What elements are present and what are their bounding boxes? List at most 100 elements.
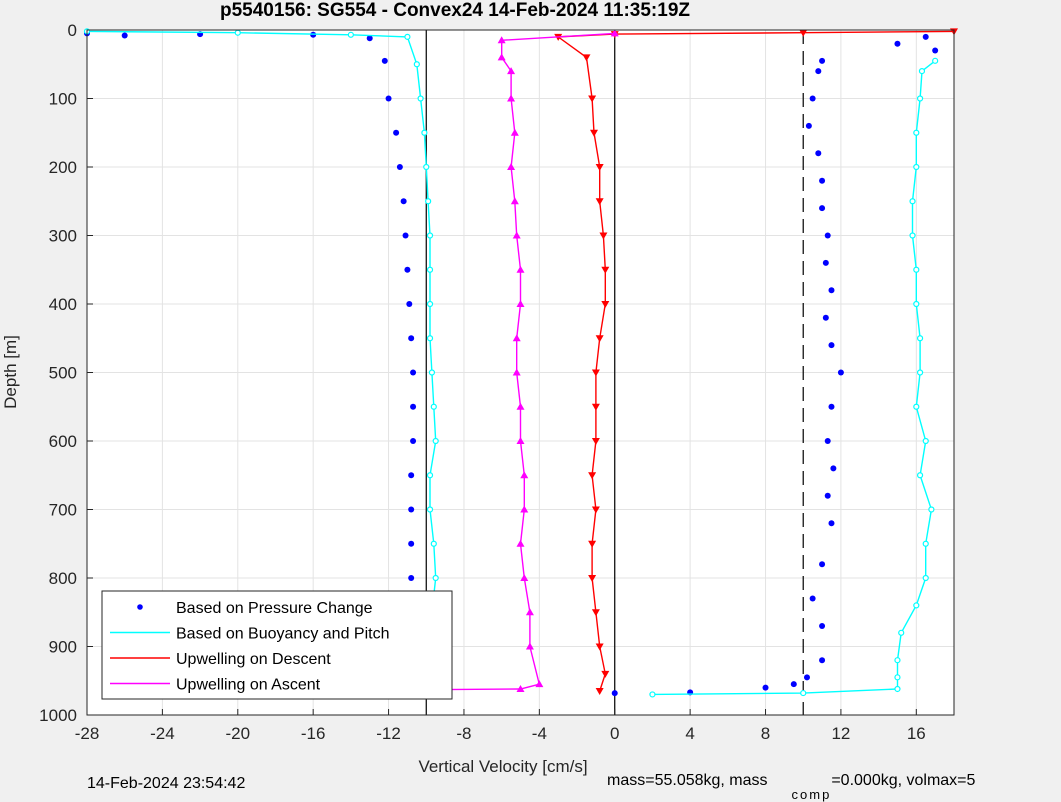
x-tick-label: 8 [761, 724, 770, 743]
data-point [824, 232, 831, 239]
data-point [516, 300, 525, 307]
data-point [649, 691, 656, 698]
data-point [819, 177, 826, 184]
data-point [400, 198, 407, 205]
data-point [516, 437, 525, 444]
data-point [425, 198, 432, 205]
data-point [408, 335, 415, 342]
legend-box [101, 590, 453, 700]
data-point [916, 335, 924, 342]
data-point [432, 574, 439, 582]
data-point [535, 680, 544, 688]
x-tick-label: -24 [150, 724, 175, 743]
data-point [591, 369, 600, 377]
data-point [799, 29, 808, 37]
x-tick-label: -4 [532, 724, 547, 743]
data-point [819, 561, 826, 568]
data-point [410, 403, 417, 410]
data-point [347, 31, 354, 38]
data-point [512, 334, 521, 342]
data-point [595, 335, 604, 343]
data-point [426, 266, 434, 273]
data-point [809, 95, 816, 102]
data-point [402, 232, 409, 239]
data-point [922, 574, 929, 582]
x-tick-label: 12 [831, 724, 850, 743]
data-point [819, 57, 826, 64]
data-point [828, 520, 835, 527]
data-point [507, 163, 516, 170]
data-point [828, 342, 835, 349]
data-point [525, 642, 534, 650]
x-tick-label: -8 [456, 724, 471, 743]
data-point [824, 492, 831, 499]
series-line [426, 32, 615, 691]
data-point [396, 164, 403, 170]
data-point [426, 335, 434, 342]
data-point [894, 40, 901, 47]
y-tick-label: 400 [49, 295, 77, 314]
data-point [932, 57, 939, 64]
data-point [421, 129, 428, 136]
data-point [385, 95, 392, 102]
data-point [828, 403, 835, 410]
data-point [828, 287, 835, 294]
x-tick-label: -28 [75, 724, 100, 743]
data-point [894, 657, 901, 664]
series-group [554, 28, 958, 696]
data-point [922, 437, 929, 445]
data-point [610, 29, 619, 37]
data-point [822, 259, 829, 266]
data-point [432, 437, 439, 445]
data-point [932, 47, 939, 54]
data-point [520, 505, 529, 513]
data-point [366, 35, 373, 42]
series-group [611, 33, 939, 697]
data-point [121, 32, 128, 39]
y-tick-label: 800 [49, 569, 77, 588]
data-point [601, 266, 610, 274]
data-point [406, 301, 413, 307]
data-point [822, 314, 829, 321]
data-point [408, 575, 415, 581]
data-point [507, 67, 516, 75]
legend-label: Upwelling on Ascent [176, 677, 321, 694]
data-point [611, 690, 618, 697]
legend-marker [137, 604, 143, 610]
data-point [815, 150, 822, 157]
footer-mass: mass=55.058kg, mass comp=0.000kg, volmax=… [607, 772, 975, 802]
legend-label: Upwelling on Descent [176, 651, 331, 668]
data-point [819, 657, 826, 664]
data-point [894, 674, 901, 681]
y-tick-label: 500 [49, 364, 77, 383]
data-point [595, 164, 604, 171]
series-line [556, 30, 955, 692]
x-tick-label: 4 [685, 724, 694, 743]
data-point [423, 163, 430, 171]
legend: Based on Pressure Change Based on Buoyanc… [101, 590, 453, 700]
data-point [404, 33, 411, 40]
data-point [894, 685, 901, 693]
data-point [497, 36, 506, 44]
x-tick-label: -12 [376, 724, 401, 743]
data-point [595, 198, 604, 206]
data-point [381, 57, 388, 64]
series-layer [83, 28, 958, 698]
data-point [837, 369, 844, 376]
y-tick-label: 1000 [39, 706, 77, 725]
data-point [588, 95, 597, 103]
footer-mass-comp-text: =0.000kg, volmax=5 [831, 772, 976, 789]
data-point [588, 472, 597, 480]
data-point [815, 68, 822, 75]
data-point [913, 403, 920, 410]
data-point [510, 128, 519, 136]
series-group [649, 57, 939, 698]
data-point [582, 54, 591, 62]
x-tick-label: 16 [907, 724, 926, 743]
data-point [913, 300, 920, 308]
data-point [595, 643, 604, 651]
data-point [426, 472, 434, 479]
x-tick-label: 0 [610, 724, 619, 743]
x-axis-label: Vertical Velocity [cm/s] [418, 757, 587, 776]
